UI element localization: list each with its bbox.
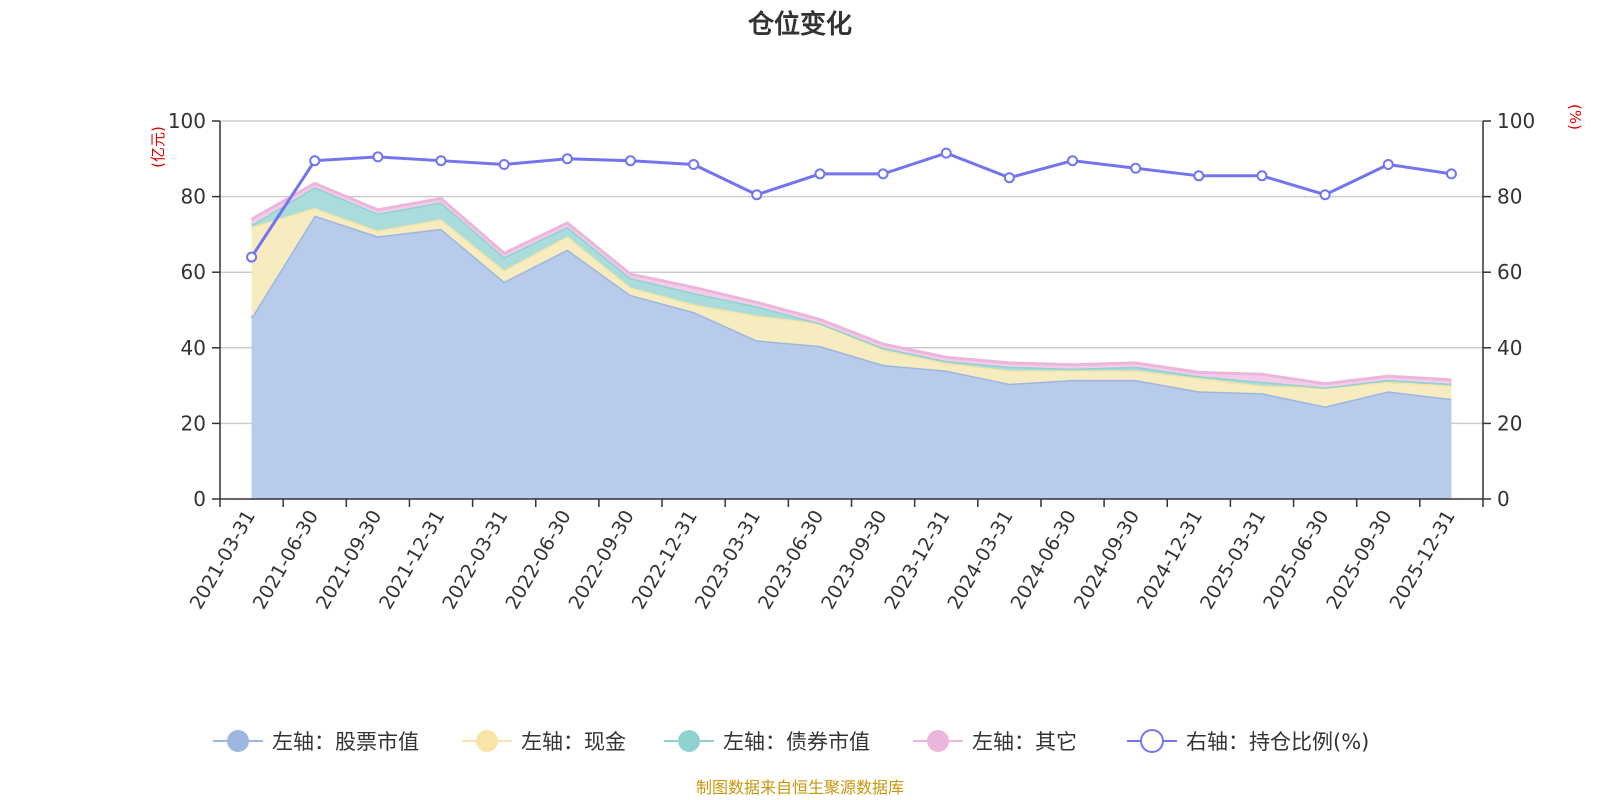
left-tick-label: 40 — [181, 336, 206, 360]
legend: 左轴：股票市值 左轴：现金 左轴：债券市值 左轴：其它 右轴：持仓比例(%) — [213, 729, 1369, 754]
legend-marker-2 — [678, 730, 700, 752]
x-tick-label: 2022-03-31 — [438, 507, 512, 614]
x-tick-label: 2021-03-31 — [186, 507, 260, 614]
left-tick-label: 100 — [168, 109, 206, 133]
left-tick-label: 80 — [181, 185, 206, 209]
right-tick-label: 20 — [1497, 411, 1522, 435]
holding-ratio-point — [940, 147, 952, 159]
left-axis-unit: (亿元) — [149, 126, 167, 168]
right-tick-label: 100 — [1497, 109, 1535, 133]
holding-ratio-point — [498, 158, 510, 170]
holding-ratio-point — [1256, 170, 1268, 182]
x-tick-label: 2023-03-31 — [691, 507, 765, 614]
x-tick-label: 2022-09-30 — [565, 507, 639, 614]
right-tick-label: 80 — [1497, 185, 1522, 209]
holding-ratio-point — [1445, 168, 1457, 180]
holding-ratio-point — [1130, 162, 1142, 174]
holding-ratio-point — [1382, 158, 1394, 170]
holding-ratio-point — [246, 251, 258, 263]
legend-marker-3 — [927, 730, 949, 752]
stacked-areas — [250, 181, 1452, 499]
holding-ratio-point — [435, 155, 447, 167]
holding-ratio-point — [309, 155, 321, 167]
holding-ratio-point — [688, 158, 700, 170]
holding-ratio-series — [246, 147, 1457, 263]
right-tick-label: 40 — [1497, 336, 1522, 360]
holding-ratio-point — [814, 168, 826, 180]
x-tick-label: 2024-06-30 — [1007, 507, 1081, 614]
area-左轴-股票市值 — [251, 215, 1452, 499]
x-tick-label: 2025-06-30 — [1259, 507, 1333, 614]
x-tick-label: 2021-09-30 — [312, 507, 386, 614]
left-tick-label: 0 — [193, 487, 206, 511]
data-source-note: 制图数据来自恒生聚源数据库 — [696, 778, 904, 797]
area-左轴-债券市值 — [251, 187, 1452, 388]
x-tick-label: 2023-09-30 — [817, 507, 891, 614]
legend-label-4: 右轴：持仓比例(%) — [1186, 730, 1369, 754]
x-tick-label: 2024-03-31 — [943, 507, 1017, 614]
x-tick-label: 2024-12-31 — [1133, 507, 1207, 614]
legend-marker-1 — [476, 730, 498, 752]
holding-ratio-point — [372, 151, 384, 163]
x-tick-label: 2022-12-31 — [628, 507, 702, 614]
x-axis-ticks: 2021-03-312021-06-302021-09-302021-12-31… — [186, 499, 1484, 614]
x-tick-label: 2021-12-31 — [375, 507, 449, 614]
holding-ratio-point — [624, 155, 636, 167]
holding-ratio-line — [250, 151, 1452, 258]
x-tick-label: 2025-03-31 — [1196, 507, 1270, 614]
x-tick-label: 2023-12-31 — [880, 507, 954, 614]
x-tick-label: 2023-06-30 — [754, 507, 828, 614]
area-edge-左轴-其它 — [250, 181, 1452, 386]
legend-label-3: 左轴：其它 — [972, 730, 1077, 754]
holding-ratio-point — [877, 168, 889, 180]
right-tick-label: 0 — [1497, 487, 1510, 511]
holding-ratio-point — [1067, 155, 1079, 167]
right-axis-ticks: 0 20 40 60 80 100 — [1483, 109, 1535, 511]
x-tick-label: 2022-06-30 — [501, 507, 575, 614]
x-tick-label: 2025-12-31 — [1385, 507, 1459, 614]
holding-ratio-point — [1319, 189, 1331, 201]
left-tick-label: 60 — [181, 260, 206, 284]
left-axis-ticks: 0 20 40 60 80 100 — [168, 109, 220, 511]
chart-title: 仓位变化 — [747, 9, 852, 40]
legend-marker-4 — [1140, 729, 1164, 753]
legend-label-1: 左轴：现金 — [521, 730, 626, 754]
legend-label-2: 左轴：债券市值 — [723, 730, 870, 754]
legend-label-0: 左轴：股票市值 — [272, 730, 419, 754]
holding-ratio-point — [1003, 172, 1015, 184]
right-axis-unit: (%) — [1566, 104, 1584, 130]
holding-ratio-point — [751, 189, 763, 201]
legend-marker-0 — [227, 730, 249, 752]
right-tick-label: 60 — [1497, 260, 1522, 284]
x-tick-label: 2024-09-30 — [1070, 507, 1144, 614]
holding-ratio-point — [1193, 170, 1205, 182]
x-tick-label: 2021-06-30 — [249, 507, 323, 614]
x-tick-label: 2025-09-30 — [1322, 507, 1396, 614]
holding-ratio-point — [561, 153, 573, 165]
left-tick-label: 20 — [181, 411, 206, 435]
